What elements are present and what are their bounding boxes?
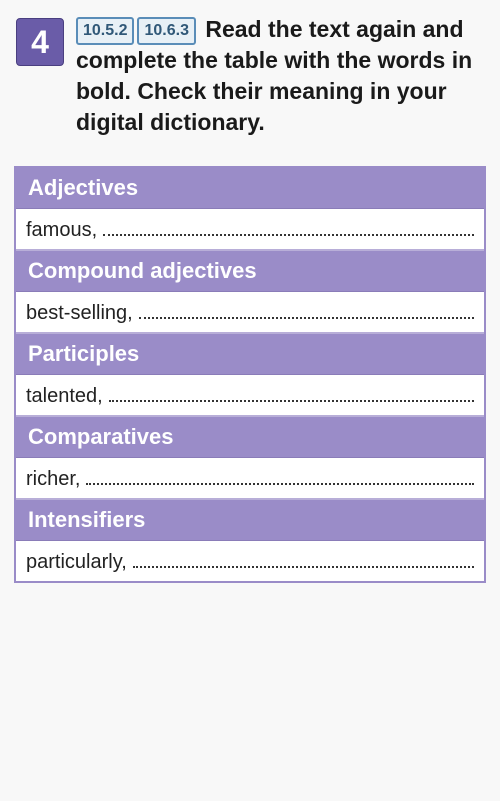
fill-row[interactable]: richer, (16, 458, 484, 498)
exercise-header: 4 10.5.210.6.3 Read the text again and c… (10, 14, 490, 138)
dotted-blank (133, 550, 474, 568)
category-header-adjectives: Adjectives (16, 168, 484, 209)
instruction-body: Read the text again and complete the tab… (76, 16, 472, 135)
category-header-comparatives: Comparatives (16, 415, 484, 458)
instruction-text: 10.5.210.6.3 Read the text again and com… (76, 14, 484, 138)
dotted-blank (109, 384, 474, 402)
category-header-participles: Participles (16, 332, 484, 375)
fill-row[interactable]: particularly, (16, 541, 484, 581)
example-word: best-selling, (26, 302, 133, 325)
example-word: talented, (26, 385, 103, 408)
example-word: famous, (26, 219, 97, 242)
category-header-intensifiers: Intensifiers (16, 498, 484, 541)
example-word: richer, (26, 468, 80, 491)
reference-tag: 10.6.3 (137, 17, 195, 45)
example-word: particularly, (26, 551, 127, 574)
exercise-number-badge: 4 (16, 18, 64, 66)
category-header-compound-adjectives: Compound adjectives (16, 249, 484, 292)
fill-row[interactable]: best-selling, (16, 292, 484, 332)
dotted-blank (86, 467, 474, 485)
grammar-table: Adjectives famous, Compound adjectives b… (14, 166, 486, 583)
fill-row[interactable]: famous, (16, 209, 484, 249)
fill-row[interactable]: talented, (16, 375, 484, 415)
dotted-blank (139, 301, 474, 319)
reference-tag: 10.5.2 (76, 17, 134, 45)
dotted-blank (103, 218, 474, 236)
